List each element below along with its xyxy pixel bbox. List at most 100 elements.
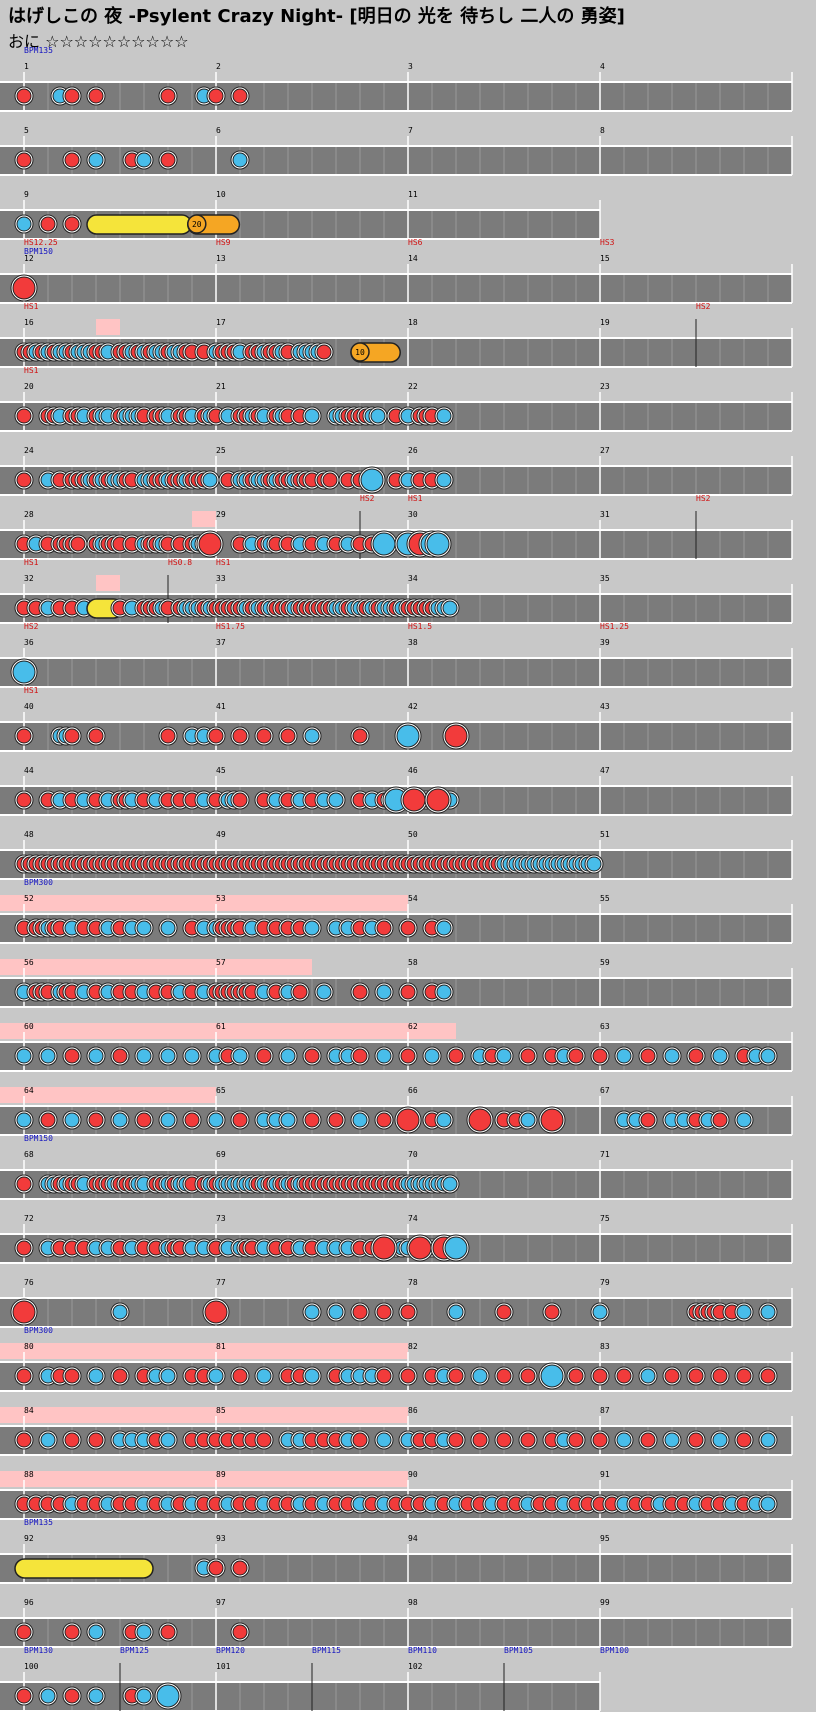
don-note-fill — [592, 1368, 608, 1384]
ka-note-fill — [304, 1368, 320, 1384]
measure-number: 78 — [408, 1278, 418, 1287]
measure-number: 100 — [24, 1662, 39, 1671]
don-note-fill — [16, 1624, 32, 1640]
don-note-fill — [376, 920, 392, 936]
don-note-fill — [592, 1432, 608, 1448]
track-lane — [0, 275, 792, 302]
measure-number: 95 — [600, 1534, 610, 1543]
measure-number: 35 — [600, 574, 610, 583]
scroll-speed-label: HS12.25 — [24, 238, 58, 247]
ka-note-fill — [760, 1048, 776, 1064]
ka-note-fill — [472, 1368, 488, 1384]
track-lane — [0, 1043, 792, 1070]
ka-note-fill — [664, 1048, 680, 1064]
gogo-zone — [0, 959, 312, 975]
ka-note-fill — [328, 1304, 344, 1320]
measure-number: 83 — [600, 1342, 610, 1351]
ka-note-fill — [160, 1112, 176, 1128]
balloon-head — [350, 342, 370, 362]
measure-number: 93 — [216, 1534, 226, 1543]
don-note-fill — [448, 1368, 464, 1384]
ka-note-fill — [136, 152, 152, 168]
measure-number: 30 — [408, 510, 418, 519]
bpm-change-label: BPM120 — [216, 1646, 245, 1655]
measure-number: 90 — [408, 1470, 418, 1479]
don-note-fill — [64, 728, 80, 744]
don-note-fill — [16, 1368, 32, 1384]
don-note-fill — [16, 1240, 32, 1256]
ka-note-fill — [436, 472, 452, 488]
measure-number: 84 — [24, 1406, 34, 1415]
big-don-note — [12, 1300, 36, 1324]
measure-number: 75 — [600, 1214, 610, 1223]
ka-note-fill — [616, 1048, 632, 1064]
big-don-note — [396, 1108, 420, 1132]
measure-number: 47 — [600, 766, 610, 775]
scroll-speed-label: HS1 — [408, 494, 423, 503]
ka-note-fill — [376, 1432, 392, 1448]
measure-number: 12 — [24, 254, 34, 263]
don-note-fill — [232, 88, 248, 104]
track-lane — [0, 83, 792, 110]
don-note-fill — [64, 1688, 80, 1704]
don-note-fill — [160, 728, 176, 744]
ka-note-fill — [664, 1432, 680, 1448]
don-note-fill — [328, 1112, 344, 1128]
measure-number: 37 — [216, 638, 226, 647]
measure-number: 59 — [600, 958, 610, 967]
big-ka-note — [444, 1236, 468, 1260]
don-note-fill — [292, 984, 308, 1000]
don-note-fill — [64, 216, 80, 232]
don-note-fill — [16, 472, 32, 488]
don-note-fill — [712, 1112, 728, 1128]
measure-number: 23 — [600, 382, 610, 391]
measure-number: 36 — [24, 638, 34, 647]
scroll-speed-label: HS1.25 — [600, 622, 629, 631]
measure-number: 44 — [24, 766, 34, 775]
score-row: 68 69 70 71 BPM150 — [0, 1134, 793, 1200]
don-note-fill — [280, 728, 296, 744]
don-note-fill — [760, 1368, 776, 1384]
measure-number: 24 — [24, 446, 34, 455]
don-note-fill — [160, 88, 176, 104]
don-note-fill — [316, 344, 332, 360]
measure-number: 55 — [600, 894, 610, 903]
don-note-fill — [736, 1432, 752, 1448]
don-note-fill — [64, 1432, 80, 1448]
ka-note-fill — [370, 408, 386, 424]
measure-number: 2 — [216, 62, 221, 71]
drumroll-note — [14, 1558, 154, 1579]
difficulty-line: おに ☆☆☆☆☆☆☆☆☆☆ — [8, 32, 625, 52]
ka-note-fill — [436, 408, 452, 424]
measure-number: 6 — [216, 126, 221, 135]
measure-number: 87 — [600, 1406, 610, 1415]
measure-number: 68 — [24, 1150, 34, 1159]
ka-note-fill — [160, 1048, 176, 1064]
measure-number: 72 — [24, 1214, 34, 1223]
don-note-fill — [520, 1048, 536, 1064]
measure-number: 98 — [408, 1598, 418, 1607]
scroll-speed-label: HS1.75 — [216, 622, 245, 631]
ka-note-fill — [16, 1112, 32, 1128]
track-lane — [0, 147, 792, 174]
score-row: 92 93 94 95 BPM135 — [0, 1518, 793, 1584]
big-ka-note — [360, 468, 384, 492]
measure-number: 1 — [24, 62, 29, 71]
don-note-fill — [472, 1432, 488, 1448]
don-note-fill — [400, 1048, 416, 1064]
measure-number: 66 — [408, 1086, 418, 1095]
scroll-speed-label: HS2 — [24, 622, 39, 631]
measure-number: 79 — [600, 1278, 610, 1287]
gogo-zone — [192, 511, 216, 527]
don-note-fill — [64, 1624, 80, 1640]
measure-number: 40 — [24, 702, 34, 711]
big-don-note — [408, 1236, 432, 1260]
don-note-fill — [88, 1432, 104, 1448]
don-note-fill — [232, 728, 248, 744]
score-row: 80 81 82 83 BPM300 — [0, 1326, 793, 1392]
measure-number: 82 — [408, 1342, 418, 1351]
ka-note-fill — [520, 1112, 536, 1128]
ka-note-fill — [592, 1304, 608, 1320]
ka-note-fill — [736, 1304, 752, 1320]
measure-number: 14 — [408, 254, 418, 263]
